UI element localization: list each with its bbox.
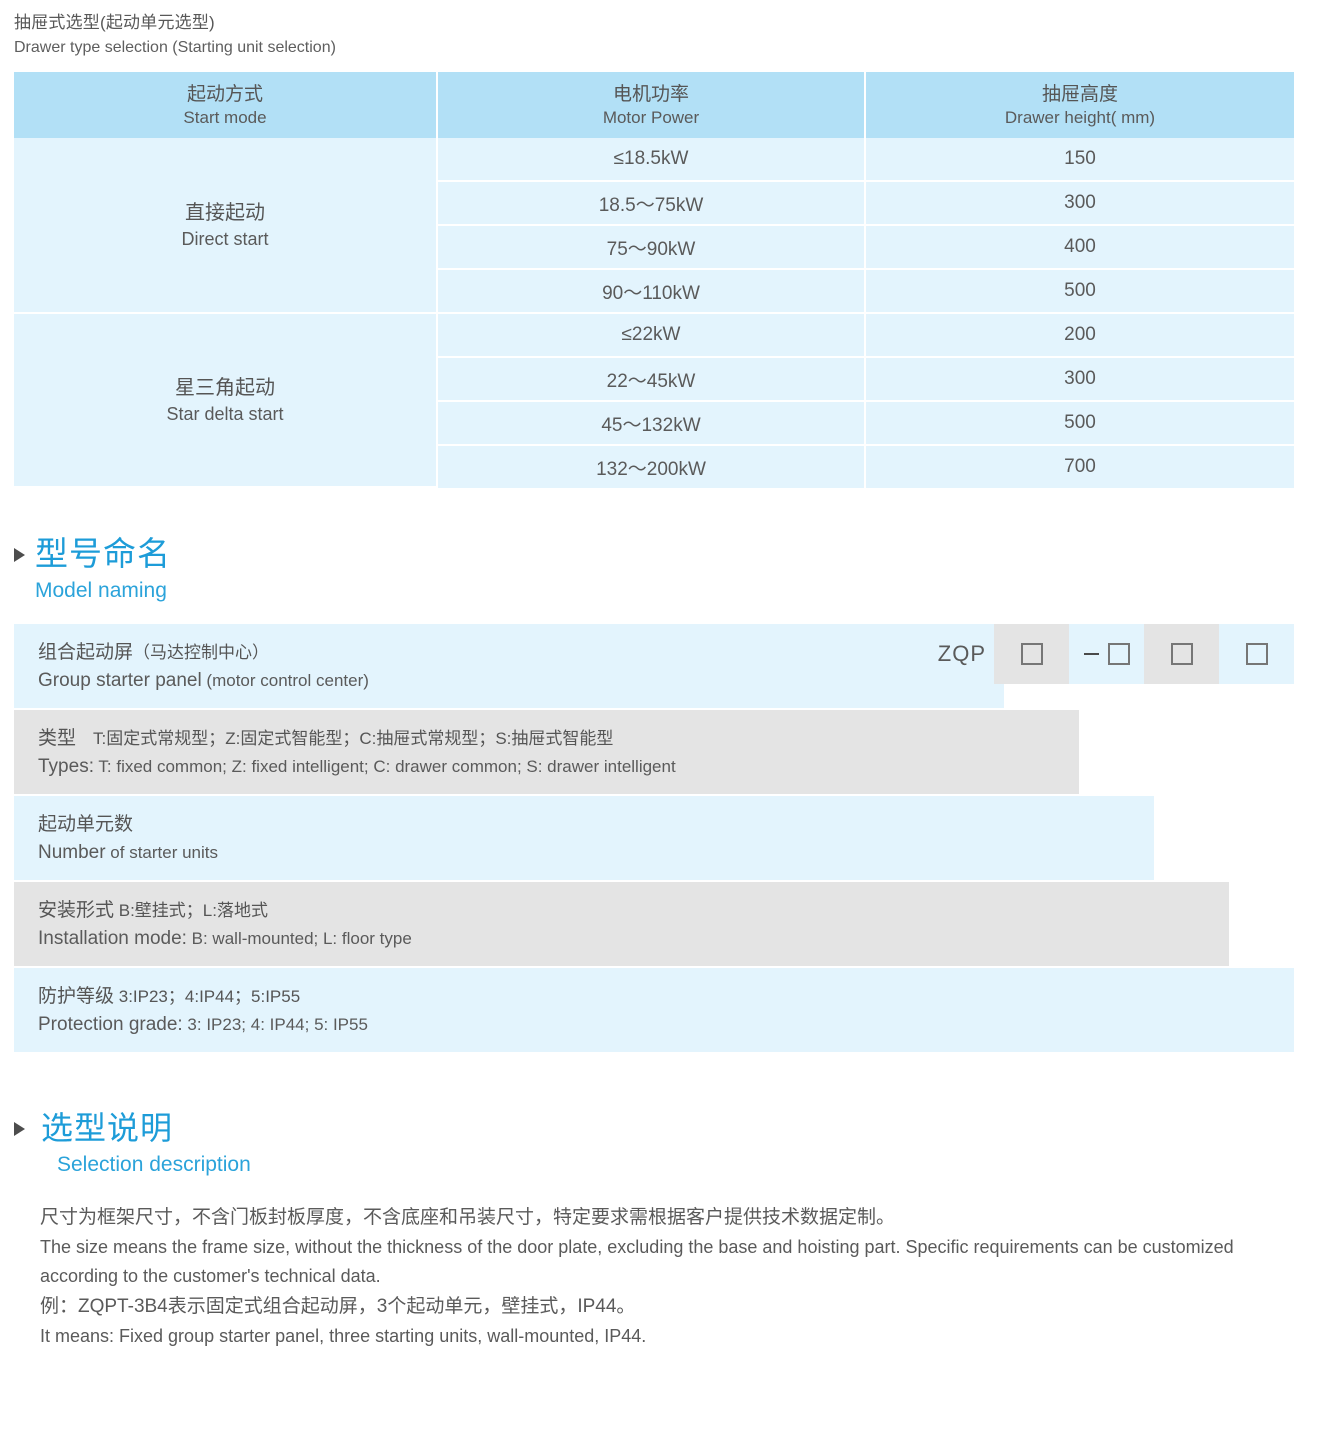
cell-drawer-height: 300: [866, 358, 1294, 402]
triangle-bullet-icon: [14, 548, 25, 562]
table-row: 星三角起动 Star delta start ≤22kW 200: [14, 314, 1294, 488]
section-title-en: Model naming: [35, 579, 167, 602]
cell-drawer-height: 400: [866, 226, 1294, 270]
code-cell-type[interactable]: [994, 624, 1069, 684]
naming-en-lead: Installation mode:: [38, 928, 187, 949]
naming-en-rest: of starter units: [105, 843, 219, 862]
naming-en-lead: Number: [38, 842, 106, 863]
empty-box-icon: [1170, 643, 1193, 665]
section-title-cn: 选型说明: [41, 1110, 174, 1146]
cell-motor-power: 45～132kW: [438, 402, 866, 446]
start-mode-star-delta: 星三角起动 Star delta start: [14, 314, 438, 488]
naming-cn-main: 起动单元数: [38, 814, 134, 835]
cell-motor-power: 90～110kW: [438, 270, 866, 314]
cell-drawer-height: 700: [866, 446, 1294, 488]
section-heading-selection-description: 选型说明 Selection description: [0, 1108, 1322, 1180]
model-naming-diagram: 组合起动屏（马达控制中心） Group starter panel (motor…: [14, 624, 1294, 1052]
description-paragraph: The size means the frame size, without t…: [40, 1237, 1234, 1286]
table-row: 22～45kW 300: [14, 358, 1294, 402]
table-row: 直接起动 Direct start ≤18.5kW 150: [14, 138, 1294, 314]
column-header-start-mode: 起动方式 Start mode: [14, 72, 438, 138]
selection-description-body: 尺寸为框架尺寸，不含门板封板厚度，不含底座和吊装尺寸，特定要求需根据客户提供技术…: [40, 1202, 1290, 1351]
code-cell-protection[interactable]: [1219, 624, 1294, 684]
empty-box-icon: [1107, 643, 1130, 665]
cell-motor-power: 132～200kW: [438, 446, 866, 488]
code-prefix-label: ZQP: [937, 641, 986, 666]
naming-en-lead: Protection grade:: [38, 1014, 183, 1035]
table-header-row: 起动方式 Start mode 电机功率 Motor Power 抽屉高度 Dr…: [14, 72, 1294, 138]
naming-en-rest: T: fixed common; Z: fixed intelligent; C…: [93, 757, 676, 776]
caption-cn: 抽屉式选型(起动单元选型): [14, 13, 215, 32]
code-cell-installation[interactable]: [1144, 624, 1219, 684]
naming-en-lead: Types:: [38, 756, 94, 777]
column-header-motor-power: 电机功率 Motor Power: [438, 72, 866, 138]
caption-en: Drawer type selection (Starting unit sel…: [14, 39, 336, 56]
naming-en-rest: 3: IP23; 4: IP44; 5: IP55: [182, 1015, 368, 1034]
naming-cn-sub: T:固定式常规型；Z:固定式智能型；C:抽屉式常规型；S:抽屉式智能型: [76, 729, 614, 748]
cell-drawer-height: 300: [866, 182, 1294, 226]
naming-cn-main: 防护等级: [38, 986, 115, 1007]
naming-row-installation-mode: 安装形式 B:壁挂式；L:落地式 Installation mode: B: w…: [14, 882, 1294, 968]
triangle-bullet-icon: [14, 1122, 25, 1136]
table-row: 90～110kW 500: [14, 270, 1294, 314]
naming-en-rest: (motor control center): [201, 671, 369, 690]
column-header-drawer-height: 抽屉高度 Drawer height( mm): [866, 72, 1294, 138]
naming-cn-sub: B:壁挂式；L:落地式: [114, 901, 268, 920]
naming-en-rest: B: wall-mounted; L: floor type: [186, 929, 412, 948]
naming-row-starter-units: 起动单元数 Number of starter units: [14, 796, 1294, 882]
cell-motor-power: 22～45kW: [438, 358, 866, 402]
naming-cn-main: 类型: [38, 728, 77, 749]
naming-cn-main: 组合起动屏: [38, 642, 134, 663]
code-cell-prefix: ZQP: [876, 624, 994, 684]
code-cell-unit-count[interactable]: [1069, 624, 1144, 684]
naming-row-types: 类型 T:固定式常规型；Z:固定式智能型；C:抽屉式常规型；S:抽屉式智能型 T…: [14, 710, 1294, 796]
cell-motor-power: ≤18.5kW: [438, 138, 866, 182]
section-title-en: Selection description: [57, 1153, 251, 1176]
empty-box-icon: [1245, 643, 1268, 665]
naming-cn-main: 安装形式: [38, 900, 115, 921]
description-paragraph: 例：ZQPT-3B4表示固定式组合起动屏，3个起动单元，壁挂式，IP44。: [40, 1296, 636, 1317]
cell-motor-power: 75～90kW: [438, 226, 866, 270]
drawer-selection-table: 起动方式 Start mode 电机功率 Motor Power 抽屉高度 Dr…: [14, 72, 1294, 488]
cell-drawer-height: 200: [866, 314, 1294, 358]
start-mode-direct: 直接起动 Direct start: [14, 138, 438, 314]
page-caption: 抽屉式选型(起动单元选型) Drawer type selection (Sta…: [0, 0, 1322, 60]
naming-cn-sub: （马达控制中心）: [133, 643, 270, 662]
description-paragraph: 尺寸为框架尺寸，不含门板封板厚度，不含底座和吊装尺寸，特定要求需根据客户提供技术…: [40, 1207, 896, 1228]
table-row: 75～90kW 400: [14, 226, 1294, 270]
cell-drawer-height: 500: [866, 402, 1294, 446]
section-heading-model-naming: 型号命名 Model naming: [0, 534, 1322, 606]
naming-en-lead: Group starter panel: [38, 670, 202, 691]
naming-row-group-starter-panel: 组合起动屏（马达控制中心） Group starter panel (motor…: [14, 624, 1294, 710]
description-paragraph: It means: Fixed group starter panel, thr…: [40, 1326, 647, 1346]
naming-row-protection-grade: 防护等级 3:IP23；4:IP44；5:IP55 Protection gra…: [14, 968, 1294, 1052]
empty-box-icon: [1020, 643, 1043, 665]
naming-cn-sub: 3:IP23；4:IP44；5:IP55: [114, 987, 301, 1006]
section-title-cn: 型号命名: [35, 535, 171, 572]
table-row: 45～132kW 500: [14, 402, 1294, 446]
model-code-strip: ZQP: [876, 624, 1294, 684]
cell-drawer-height: 150: [866, 138, 1294, 182]
cell-drawer-height: 500: [866, 270, 1294, 314]
table-row: 132～200kW 700: [14, 446, 1294, 488]
cell-motor-power: ≤22kW: [438, 314, 866, 358]
dash-icon: [1083, 653, 1099, 655]
table-row: 18.5～75kW 300: [14, 182, 1294, 226]
cell-motor-power: 18.5～75kW: [438, 182, 866, 226]
